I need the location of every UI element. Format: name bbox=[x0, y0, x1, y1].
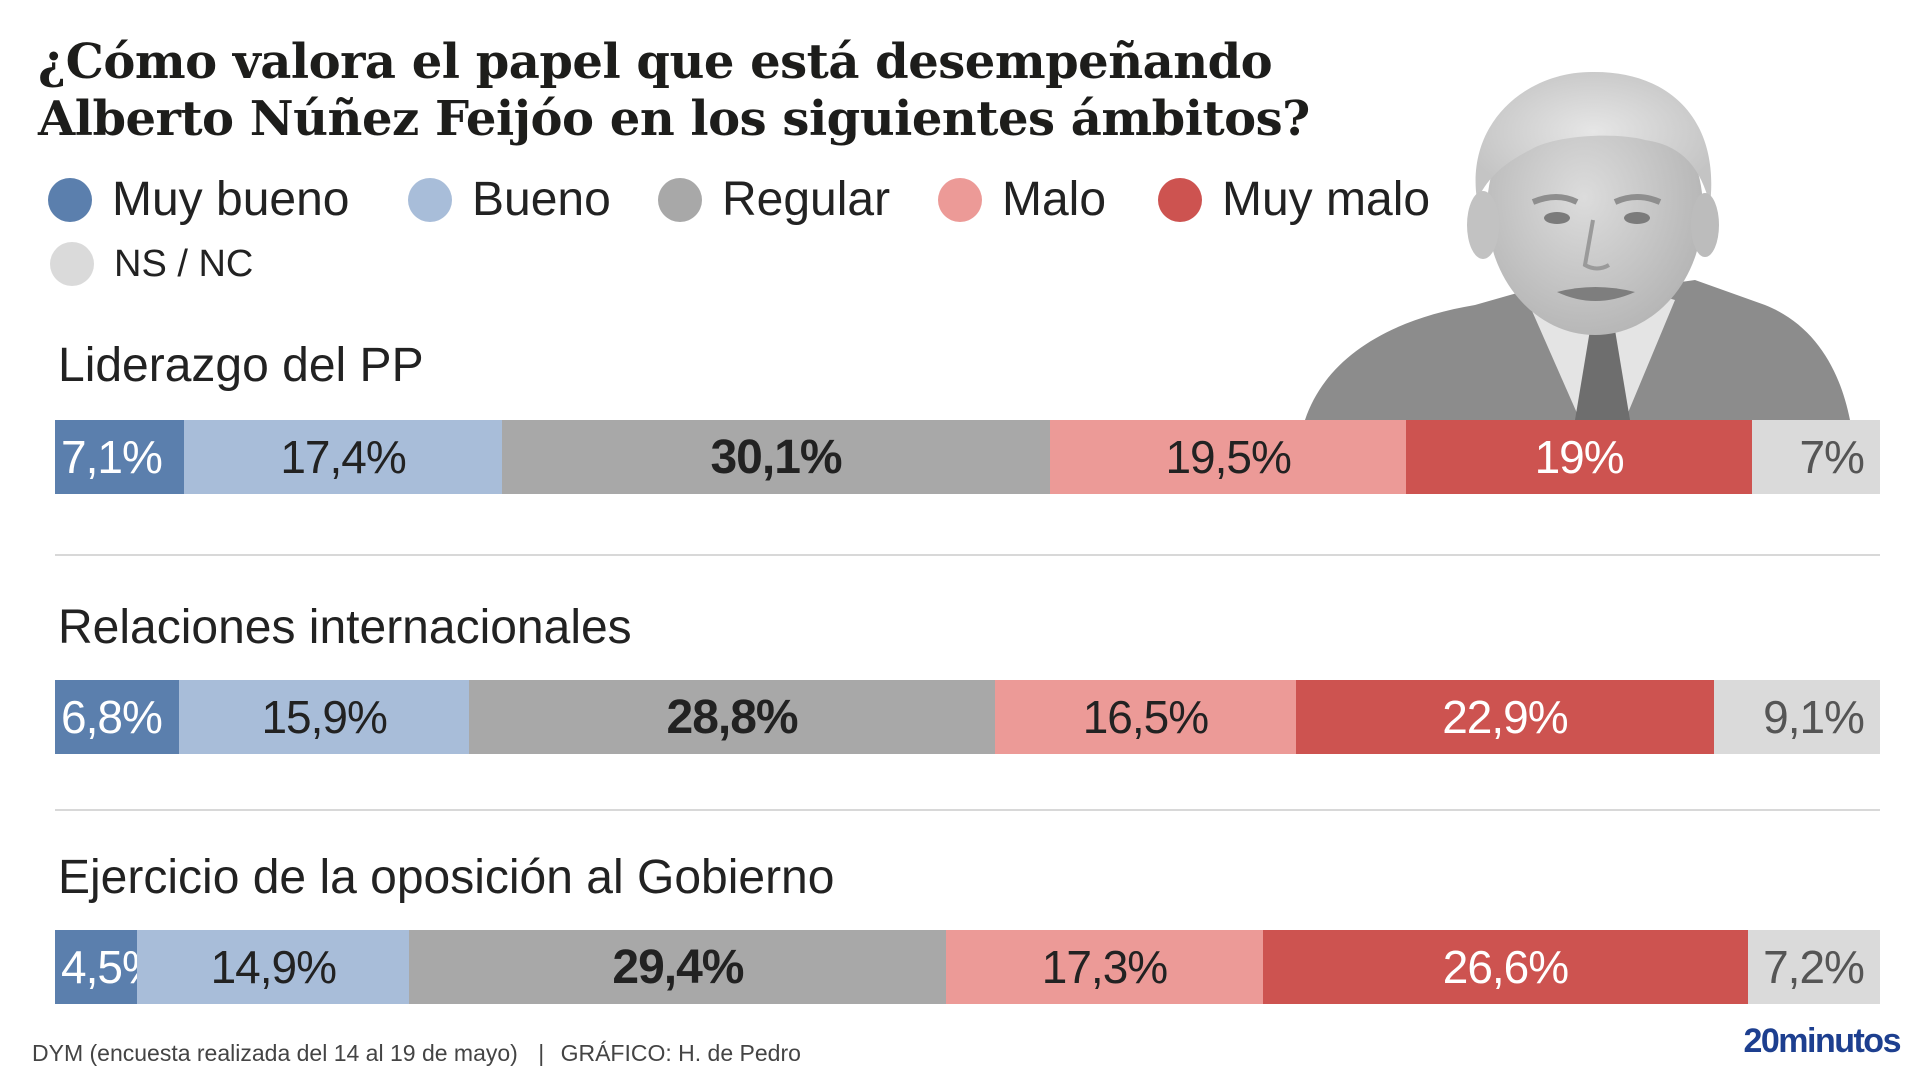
data-label: 4,5% bbox=[61, 941, 137, 993]
legend-label: Bueno bbox=[472, 173, 611, 226]
data-label: 15,9% bbox=[261, 691, 387, 743]
bar-segment-regular: 29,4% bbox=[409, 930, 947, 1004]
row-divider bbox=[55, 554, 1880, 556]
legend-label: Malo bbox=[1002, 173, 1107, 226]
legend-item-muy-bueno: Muy bueno bbox=[48, 172, 350, 227]
data-label: 19% bbox=[1534, 431, 1625, 483]
chart-title: ¿Cómo valora el papel que está desempeña… bbox=[38, 34, 1310, 147]
bar-segment-malo: 17,3% bbox=[946, 930, 1263, 1004]
source-note: DYM (encuesta realizada del 14 al 19 de … bbox=[32, 1040, 518, 1066]
data-label: 17,4% bbox=[280, 431, 406, 483]
graphic-credit: GRÁFICO: H. de Pedro bbox=[560, 1040, 801, 1066]
bar-segment-ns-nc: 9,1% bbox=[1713, 680, 1880, 754]
legend-item-muy-malo: Muy malo bbox=[1158, 172, 1430, 227]
data-label: 6,8% bbox=[61, 691, 163, 743]
bar-segment-malo: 16,5% bbox=[994, 680, 1296, 754]
data-label: 30,1% bbox=[710, 430, 842, 484]
data-label: 29,4% bbox=[612, 940, 744, 994]
bar-segment-muy-malo: 19% bbox=[1405, 420, 1753, 494]
stacked-bar-liderazgo: 7,1% 17,4% 30,1% 19,5% 19% 7% bbox=[55, 420, 1880, 494]
person-portrait-photo bbox=[1305, 71, 1850, 420]
category-label-oposicion: Ejercicio de la oposición al Gobierno bbox=[58, 851, 835, 904]
legend-label: Muy bueno bbox=[112, 173, 350, 226]
legend-dot-muy-bueno bbox=[48, 177, 92, 222]
chart-footer: DYM (encuesta realizada del 14 al 19 de … bbox=[32, 1040, 801, 1067]
category-label-liderazgo: Liderazgo del PP bbox=[58, 339, 424, 392]
legend-item-bueno: Bueno bbox=[408, 172, 611, 227]
bar-segment-muy-bueno: 7,1% bbox=[55, 420, 185, 494]
bar-segment-ns-nc: 7,2% bbox=[1748, 930, 1880, 1004]
legend-label: NS / NC bbox=[114, 242, 254, 285]
data-label: 19,5% bbox=[1165, 431, 1291, 483]
data-label: 28,8% bbox=[666, 690, 799, 744]
stacked-bar-relaciones: 6,8% 15,9% 28,8% 16,5% 22,9% 9,1% bbox=[55, 680, 1880, 754]
bar-segment-regular: 30,1% bbox=[501, 420, 1051, 494]
bar-segment-bueno: 15,9% bbox=[179, 680, 470, 754]
data-label: 9,1% bbox=[1763, 691, 1865, 743]
data-label: 17,3% bbox=[1041, 941, 1168, 993]
row-divider bbox=[55, 809, 1880, 811]
bar-segment-ns-nc: 7% bbox=[1752, 420, 1880, 494]
data-label: 7,1% bbox=[61, 431, 163, 483]
data-label: 16,5% bbox=[1082, 691, 1209, 743]
legend-dot-muy-malo bbox=[1158, 177, 1202, 222]
legend-item-ns-nc: NS / NC bbox=[50, 242, 253, 286]
bar-segment-bueno: 17,4% bbox=[184, 420, 502, 494]
legend-dot-bueno bbox=[408, 177, 452, 222]
legend-dot-ns-nc bbox=[50, 242, 94, 286]
data-label: 26,6% bbox=[1442, 941, 1569, 993]
data-label: 22,9% bbox=[1442, 691, 1568, 743]
brand-logo: 20minutos bbox=[1743, 1022, 1901, 1060]
bar-segment-bueno: 14,9% bbox=[137, 930, 410, 1004]
legend-item-regular: Regular bbox=[658, 172, 890, 227]
category-label-relaciones: Relaciones internacionales bbox=[58, 601, 632, 654]
bar-segment-muy-bueno: 4,5% bbox=[55, 930, 138, 1004]
bar-segment-muy-bueno: 6,8% bbox=[55, 680, 180, 754]
bar-segment-malo: 19,5% bbox=[1050, 420, 1406, 494]
bar-segment-muy-malo: 26,6% bbox=[1262, 930, 1749, 1004]
bar-segment-regular: 28,8% bbox=[469, 680, 995, 754]
footer-separator: | bbox=[538, 1040, 545, 1066]
legend-dot-malo bbox=[938, 177, 982, 222]
data-label: 7% bbox=[1799, 431, 1864, 483]
data-label: 14,9% bbox=[210, 941, 337, 993]
bar-segment-muy-malo: 22,9% bbox=[1295, 680, 1714, 754]
legend-item-malo: Malo bbox=[938, 172, 1106, 227]
legend-label: Muy malo bbox=[1222, 173, 1431, 226]
data-label: 7,2% bbox=[1763, 941, 1865, 993]
legend-label: Regular bbox=[722, 173, 891, 226]
stacked-bar-oposicion: 4,5% 14,9% 29,4% 17,3% 26,6% 7,2% bbox=[55, 930, 1880, 1004]
legend-dot-regular bbox=[658, 177, 702, 222]
